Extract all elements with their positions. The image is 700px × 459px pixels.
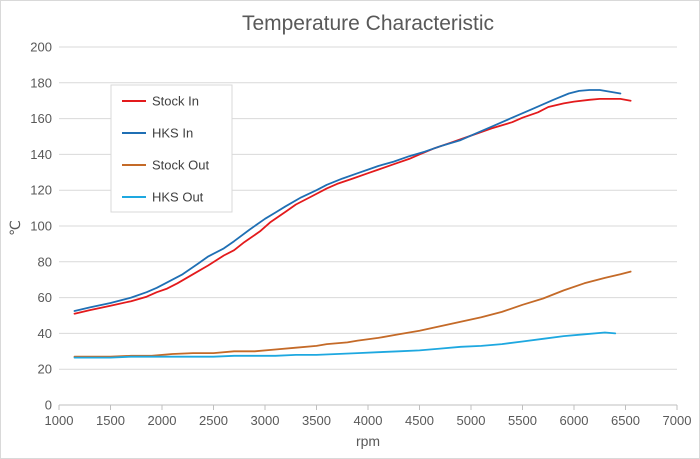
x-tick-labels: 1000 1500 2000 2500 3000 3500 4000 4500 5000 5500…	[45, 413, 692, 428]
x-tick-label: 4500	[405, 413, 434, 428]
axes	[58, 404, 678, 410]
x-tick-label: 7000	[663, 413, 692, 428]
series-line-hks-in	[73, 89, 622, 312]
y-tick-label: 80	[38, 254, 52, 269]
x-tick-label: 5000	[457, 413, 486, 428]
x-tick-label: 2500	[199, 413, 228, 428]
y-tick-label: 140	[30, 147, 52, 162]
y-tick-label: 0	[45, 398, 52, 413]
x-tick-label: 1500	[96, 413, 125, 428]
y-tick-label: 20	[38, 362, 52, 377]
x-tick-label: 3000	[251, 413, 280, 428]
grid-lines	[59, 46, 677, 370]
legend: Stock In HKS In Stock Out HKS Out	[110, 84, 233, 213]
x-tick-label: 4000	[354, 413, 383, 428]
series-line-stock-out	[73, 270, 632, 358]
y-tick-label: 200	[30, 40, 52, 55]
legend-label-hks-out: HKS Out	[152, 190, 204, 205]
x-tick-label: 5500	[508, 413, 537, 428]
chart-title: Temperature Characteristic	[242, 12, 494, 35]
y-tick-label: 60	[38, 290, 52, 305]
x-tick-label: 6500	[611, 413, 640, 428]
y-tick-label: 100	[30, 219, 52, 234]
y-tick-labels: 0 20 40 60 80 100 120 140 160 180 200	[30, 40, 52, 413]
series-group	[73, 89, 632, 359]
legend-label-stock-in: Stock In	[152, 94, 199, 109]
x-axis-label: rpm	[356, 433, 380, 449]
x-tick-label: 6000	[560, 413, 589, 428]
y-tick-label: 160	[30, 111, 52, 126]
x-tick-label: 3500	[302, 413, 331, 428]
y-tick-label: 180	[30, 75, 52, 90]
legend-box	[110, 84, 233, 213]
y-axis-label: ℃	[7, 220, 23, 236]
legend-label-stock-out: Stock Out	[152, 158, 209, 173]
x-tick-label: 2000	[148, 413, 177, 428]
y-tick-label: 40	[38, 326, 52, 341]
x-tick-label: 1000	[45, 413, 74, 428]
legend-label-hks-in: HKS In	[152, 126, 193, 141]
series-line-hks-out	[73, 331, 617, 359]
series-line-stock-in	[73, 98, 632, 315]
y-tick-label: 120	[30, 183, 52, 198]
